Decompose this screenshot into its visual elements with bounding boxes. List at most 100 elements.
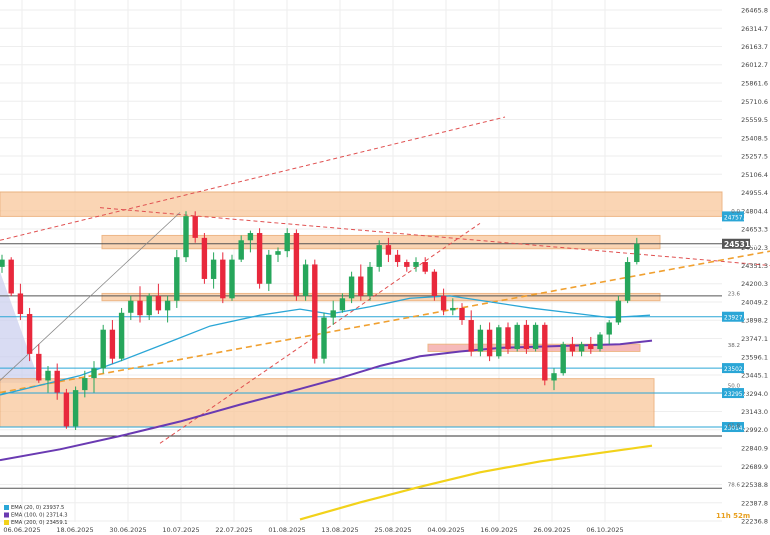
resistance-zone-top [0,191,723,217]
candle-body [523,324,530,350]
y-tick-label: 23898.2 [741,317,768,325]
y-tick-label: 24049.2 [741,299,768,307]
price-tag-label: 23014.5 [724,426,748,432]
candle-body [440,295,447,311]
y-tick-label: 22992.0 [741,426,768,434]
ema-100-line [0,339,653,462]
chart-grid [0,0,722,522]
candle-body [348,276,355,299]
fib-label: 38.2 [728,343,740,349]
fib-label: 0.0 [731,209,740,215]
candle-body [376,245,382,267]
trend-red-falling [99,207,770,267]
candle-body [404,262,410,267]
price-tag-label: 23927.4 [724,316,748,322]
y-tick-label: 24653.3 [741,226,768,234]
candle-body [312,264,318,359]
ema-20-line [0,295,651,396]
price-tag-label: 24531.3 [724,240,758,249]
x-tick-label: 06.10.2025 [586,526,623,534]
price-tag [722,388,744,399]
resistance-zone-mid [101,292,661,302]
x-tick-label: 04.09.2025 [427,526,464,534]
candle-body [183,216,189,258]
y-tick-label: 24804.4 [741,207,768,215]
candle-body [229,259,235,299]
candle-body [597,334,603,350]
candle-body [514,324,520,350]
x-tick-label: 13.08.2025 [321,526,358,534]
candle-body [321,317,327,359]
candle-body [578,344,585,352]
candle-body [615,300,622,323]
y-tick-label: 26314.7 [741,25,768,33]
y-tick-label: 24200.3 [741,280,768,288]
candle-body [91,368,97,379]
legend-swatch [4,512,9,518]
candle-body [385,245,392,255]
candle-body [477,329,484,352]
y-tick-label: 23596.1 [741,353,768,361]
y-tick-label: 23445.1 [741,371,768,379]
candle-body [339,298,346,311]
candle-body [569,344,576,352]
price-tag-label: 24757.6 [724,215,748,221]
trend-red-upper [0,116,506,241]
candle-body [201,237,208,279]
legend-swatch [4,520,9,525]
y-tick-label: 23747.1 [741,335,768,343]
y-tick-label: 25710.6 [741,98,768,106]
x-tick-label: 25.08.2025 [374,526,411,534]
fib-label: 23.6 [728,292,741,298]
candle-body [128,300,134,313]
price-tag [722,363,744,374]
fib-label: 61.8 [728,423,741,429]
y-tick-label: 26465.8 [741,7,768,15]
support-zone-bottom [0,378,655,428]
candle-body [146,295,152,316]
candle-body [164,300,171,311]
candle-body [109,329,116,359]
x-tick-label: 18.06.2025 [56,526,93,534]
candle-body [118,312,125,359]
candle-body [45,370,51,381]
ema-200-line [299,444,653,521]
x-tick-label: 22.07.2025 [215,526,252,534]
candle-body [54,370,60,393]
candle-body [394,254,401,263]
candle-body [8,259,14,294]
x-tick-label: 26.09.2025 [533,526,570,534]
x-tick-label: 01.08.2025 [268,526,305,534]
legend-swatch [4,505,9,510]
candle-body [256,233,263,284]
y-tick-label: 23294.0 [741,390,768,398]
candle-body [238,240,244,260]
date-axis: 06.06.2025 18.06.2025 30.06.2025 10.07.2025… [3,512,750,534]
price-tag [722,211,744,222]
candle-body [26,313,33,354]
candle-body [606,322,612,335]
price-tag-label: 23502.3 [724,367,748,373]
candle-body [422,262,428,272]
fib-label: 50.0 [728,384,741,390]
y-tick-label: 26012.7 [741,61,768,69]
candle-body [174,257,180,301]
candle-body [431,271,438,296]
candle-body [367,266,373,296]
x-tick-label: 10.07.2025 [162,526,199,534]
candle-body [302,264,309,296]
price-tag [722,311,744,322]
y-tick-label: 25106.4 [741,171,768,179]
trend-lines [0,116,770,444]
y-tick-label: 24502.3 [741,244,768,252]
candle-body [155,295,162,311]
candle-body [496,327,502,357]
candle-body [63,392,70,427]
candle-body [634,243,640,263]
price-tag-label: 23295.7 [724,392,748,398]
price-zones [0,191,723,428]
candle-body [100,329,106,369]
candlestick-series [0,211,640,430]
y-tick-label: 22387.8 [741,499,768,507]
